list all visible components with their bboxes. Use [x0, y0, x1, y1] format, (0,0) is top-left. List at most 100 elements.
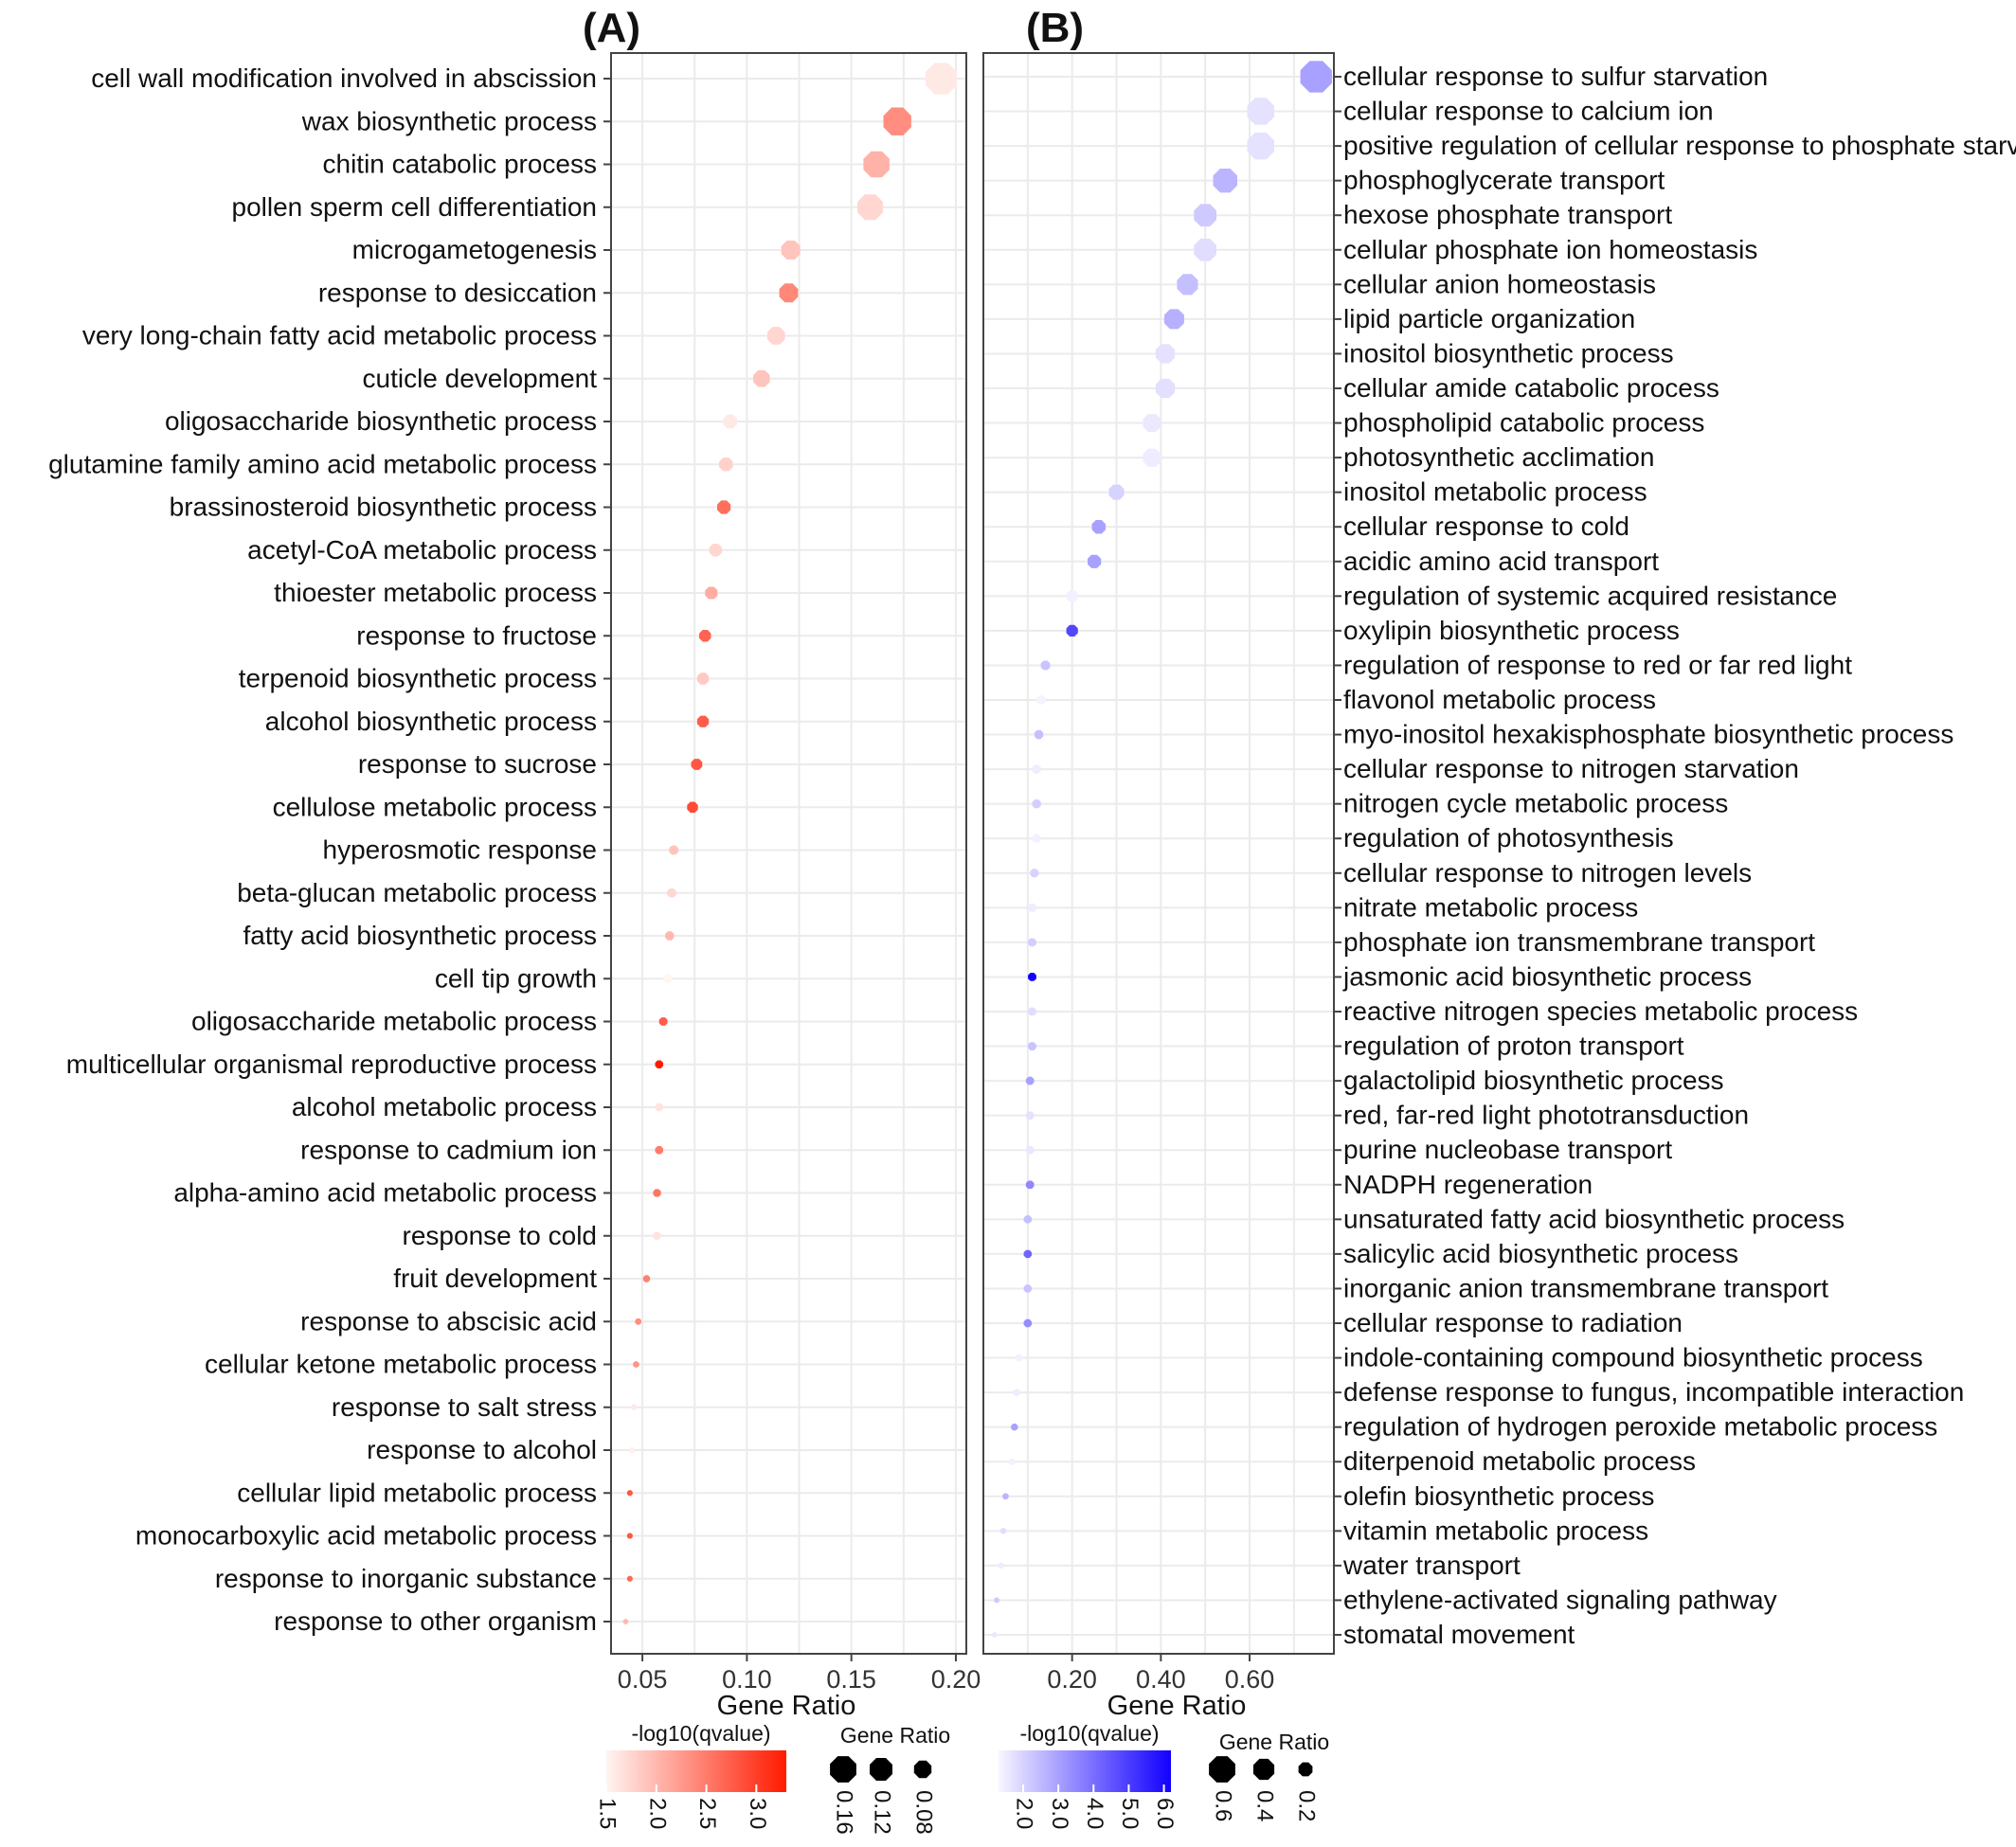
data-point: [1155, 344, 1176, 364]
panel-a-points: [622, 63, 958, 1624]
category-label: chitin catabolic process: [323, 150, 597, 179]
panel-a-letter: (A): [583, 5, 640, 51]
data-point: [1032, 834, 1041, 843]
panel-a-x-ticks: 0.05 0.10 0.15 0.20: [618, 1654, 981, 1694]
data-point: [863, 151, 890, 178]
data-point: [1143, 414, 1161, 433]
panel-b-size-legend: Gene Ratio 0.6 0.4 0.2: [1209, 1730, 1329, 1821]
data-point: [753, 370, 770, 387]
category-label: thioester metabolic process: [274, 578, 597, 607]
category-label: fatty acid biosynthetic process: [243, 921, 597, 950]
panel-b-category-labels: cellular response to sulfur starvation ce…: [1342, 62, 2016, 1649]
panel-b-color-legend-title: -log10(qvalue): [1019, 1721, 1159, 1746]
size-legend-label: 0.6: [1211, 1790, 1236, 1821]
data-point: [626, 1533, 633, 1539]
category-label: acidic amino acid transport: [1343, 547, 1659, 576]
category-label: oxylipin biosynthetic process: [1343, 616, 1680, 645]
category-label: cellular phosphate ion homeostasis: [1343, 235, 1757, 264]
category-label: unsaturated fatty acid biosynthetic proc…: [1343, 1204, 1845, 1233]
category-label: inositol biosynthetic process: [1343, 338, 1674, 368]
category-label: hexose phosphate transport: [1343, 200, 1672, 229]
panel-b-x-axis-title: Gene Ratio: [1107, 1691, 1247, 1721]
data-point: [705, 586, 718, 600]
data-point: [1015, 1354, 1023, 1362]
data-point: [1011, 1424, 1018, 1431]
category-label: hyperosmotic response: [323, 835, 597, 865]
data-point: [1025, 1145, 1035, 1155]
category-label: cellular amide catabolic process: [1343, 373, 1719, 403]
category-label: jasmonic acid biosynthetic process: [1342, 961, 1752, 991]
data-point: [1155, 378, 1176, 399]
panel-a-color-legend-title: -log10(qvalue): [631, 1721, 770, 1746]
size-legend-marker: [830, 1756, 856, 1783]
color-tick-label: 2.0: [1012, 1798, 1037, 1829]
data-point: [1163, 309, 1184, 330]
panel-b-x-ticks: 0.20 0.40 0.60: [1047, 1654, 1274, 1694]
data-point: [1023, 1284, 1032, 1293]
data-point: [766, 327, 785, 345]
x-tick-label: 0.15: [826, 1665, 876, 1694]
data-point: [925, 63, 958, 95]
category-label: cell tip growth: [435, 963, 597, 993]
panel-a: (A) cell wall modification involved in a…: [48, 5, 981, 1835]
data-point: [994, 1597, 999, 1604]
data-point: [1025, 1111, 1035, 1120]
color-tick-label: 2.0: [644, 1798, 670, 1829]
data-point: [998, 1562, 1004, 1569]
size-legend-marker: [870, 1758, 892, 1781]
category-label: regulation of photosynthesis: [1343, 823, 1674, 852]
category-label: alcohol biosynthetic process: [265, 707, 597, 736]
panel-a-color-ticks: 1.5 2.0 2.5 3.0: [595, 1784, 770, 1829]
data-point: [1032, 764, 1041, 774]
category-label: response to fructose: [356, 620, 597, 650]
panel-b-size-items: 0.6 0.4 0.2: [1209, 1756, 1320, 1821]
category-label: indole-containing compound biosynthetic …: [1343, 1343, 1923, 1372]
category-label: oligosaccharide biosynthetic process: [165, 406, 597, 436]
x-tick-label: 0.10: [722, 1665, 772, 1694]
data-point: [1247, 98, 1274, 125]
data-point: [635, 1318, 641, 1325]
category-label: inorganic anion transmembrane transport: [1343, 1273, 1828, 1302]
data-point: [626, 1490, 633, 1497]
color-tick-label: 2.5: [694, 1798, 720, 1829]
panel-a-frame: [610, 52, 967, 1655]
data-point: [1194, 238, 1216, 261]
category-label: purine nucleobase transport: [1343, 1135, 1672, 1164]
x-tick-label: 0.60: [1225, 1665, 1275, 1694]
data-point: [642, 1275, 651, 1282]
category-label: photosynthetic acclimation: [1343, 442, 1654, 472]
data-point: [1002, 1493, 1009, 1499]
category-label: terpenoid biosynthetic process: [239, 664, 597, 693]
data-point: [1008, 1458, 1016, 1465]
category-label: glutamine family amino acid metabolic pr…: [48, 449, 597, 478]
data-point: [1088, 554, 1102, 568]
size-legend-label: 0.4: [1252, 1790, 1278, 1821]
data-point: [1032, 799, 1041, 809]
category-label: wax biosynthetic process: [301, 106, 597, 135]
category-label: response to inorganic substance: [215, 1564, 597, 1593]
size-legend-label: 0.12: [870, 1790, 895, 1835]
panel-a-color-legend: -log10(qvalue) 1.5 2.0 2.5 3.0: [595, 1721, 786, 1829]
size-legend-marker: [913, 1760, 932, 1779]
data-point: [1025, 1180, 1035, 1190]
category-label: acetyl-CoA metabolic process: [247, 535, 597, 565]
data-point: [665, 931, 675, 941]
category-label: cellular response to cold: [1343, 511, 1629, 541]
category-label: response to cold: [403, 1221, 597, 1250]
data-point: [717, 500, 731, 514]
category-label: microgametogenesis: [352, 235, 597, 264]
data-point: [669, 845, 679, 855]
category-label: beta-glucan metabolic process: [237, 878, 597, 907]
data-point: [1194, 204, 1216, 227]
data-point: [691, 759, 703, 770]
panel-b-frame: [982, 52, 1335, 1655]
panel-a-size-legend-title: Gene Ratio: [840, 1723, 950, 1748]
category-label: cell wall modification involved in absci…: [91, 63, 597, 93]
category-label: pollen sperm cell differentiation: [232, 192, 597, 222]
category-label: diterpenoid metabolic process: [1343, 1446, 1696, 1476]
data-point: [655, 1103, 663, 1112]
data-point: [1028, 1007, 1036, 1016]
category-label: cellular lipid metabolic process: [237, 1478, 597, 1507]
category-label: phosphate ion transmembrane transport: [1343, 927, 1815, 957]
category-label: flavonol metabolic process: [1343, 685, 1656, 714]
